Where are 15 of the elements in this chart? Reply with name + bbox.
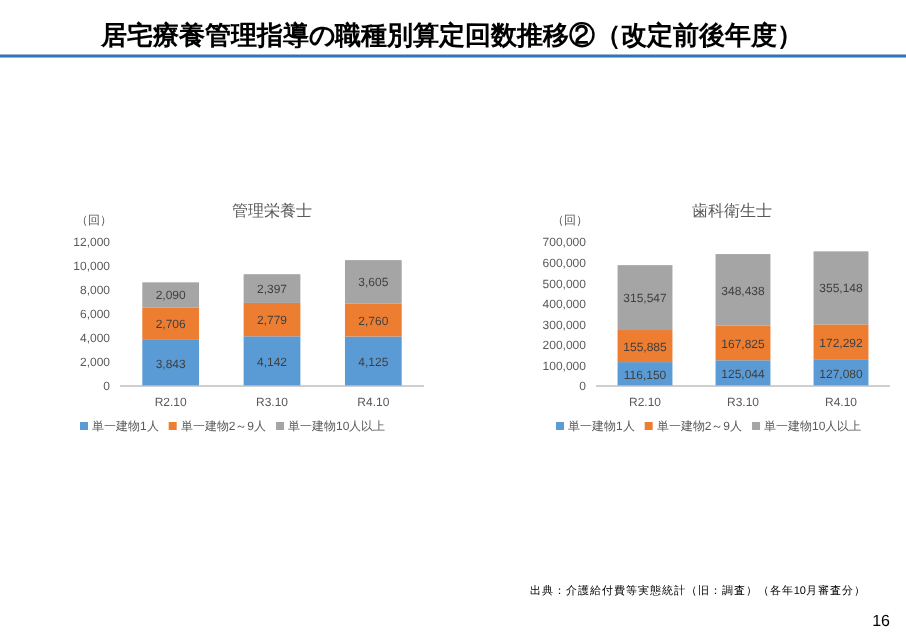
bar bbox=[344, 303, 402, 337]
text: 居宅療養管理指導の職種別算定回数推移②（改定前後年度） bbox=[99, 20, 803, 50]
bar bbox=[243, 336, 301, 386]
bar bbox=[243, 274, 301, 303]
text: 16 bbox=[872, 612, 892, 630]
bar bbox=[142, 339, 200, 386]
bar bbox=[142, 307, 200, 340]
bar bbox=[715, 254, 771, 326]
bar bbox=[813, 251, 869, 325]
bar bbox=[243, 302, 301, 337]
bar bbox=[617, 265, 673, 331]
chart-title: 歯科衛生士 bbox=[692, 202, 772, 220]
bar bbox=[344, 260, 402, 304]
bar bbox=[344, 336, 402, 386]
chart-title: 管理栄養士 bbox=[232, 202, 312, 220]
